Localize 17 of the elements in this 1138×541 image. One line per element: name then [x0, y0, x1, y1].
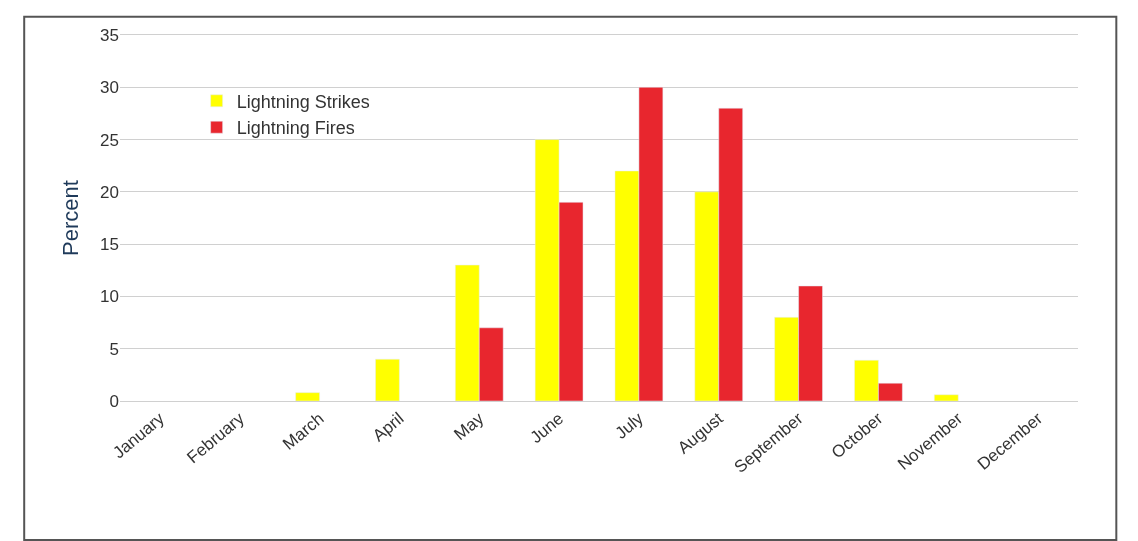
y-tick-label: 10	[100, 287, 119, 307]
y-tick-label: 20	[100, 182, 119, 202]
bar	[295, 392, 320, 401]
bar	[934, 394, 959, 401]
y-tick-label: 5	[109, 339, 119, 359]
y-tick-label: 35	[100, 25, 119, 45]
x-tick-label: June	[526, 408, 568, 448]
x-tick-label: July	[611, 408, 648, 443]
y-tick-label: 25	[100, 130, 119, 150]
legend-label: Lightning Strikes	[236, 91, 370, 112]
y-tick-label: 0	[109, 391, 119, 411]
x-tick-label: May	[450, 408, 488, 445]
bar	[375, 358, 400, 401]
y-axis-title: Percent	[57, 180, 83, 256]
y-tick-label: 30	[100, 78, 119, 98]
legend-label: Lightning Fires	[236, 118, 355, 139]
y-tick-label: 15	[100, 235, 119, 255]
